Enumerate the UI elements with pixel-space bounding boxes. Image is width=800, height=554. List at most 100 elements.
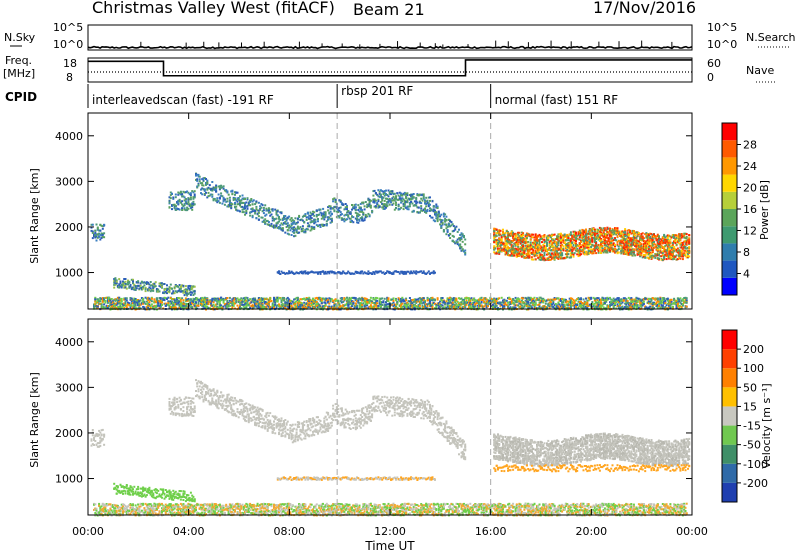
power-ground-cell	[299, 298, 302, 301]
power-ground-cell	[232, 304, 235, 307]
power-ground-cell	[312, 303, 314, 305]
power-ground-cell	[444, 306, 447, 309]
power-scatter-cell	[411, 195, 414, 198]
power-ground-cell	[459, 301, 462, 304]
power-ground-cell	[542, 305, 545, 308]
power-scatter-cell	[353, 206, 356, 209]
power-ground-cell	[635, 296, 638, 299]
power-trace-cell	[304, 270, 307, 273]
power-scatter-cell	[193, 203, 196, 206]
power-scatter-cell	[291, 230, 294, 233]
power-ground-cell	[486, 300, 489, 302]
power-scatter-cell	[95, 239, 98, 242]
power-ground-cell	[551, 305, 554, 308]
power-ground-cell	[591, 301, 594, 304]
power-ground-cell	[148, 303, 151, 306]
power-ground-cell	[366, 304, 369, 306]
power-scatter-cell	[377, 189, 380, 192]
power-ground-cell	[503, 298, 506, 301]
power-ground-cell	[479, 298, 482, 301]
power-ground-cell	[425, 306, 428, 309]
power-scatter-cell	[270, 208, 273, 211]
power-scatter-cell	[372, 190, 375, 193]
power-ground-cell	[449, 296, 452, 299]
power-scatter-cell	[369, 204, 372, 207]
power-ground-cell	[134, 298, 137, 300]
power-ground-cell	[354, 306, 357, 309]
power-ground-cell	[179, 301, 182, 304]
power-ground-cell	[276, 304, 279, 307]
power-ground-cell	[241, 303, 244, 306]
power-scatter-cell	[174, 196, 177, 199]
power-ground-cell	[678, 307, 681, 310]
power-ground-cell	[648, 306, 650, 309]
power-ground-cell	[675, 301, 678, 304]
power-scatter-cell	[245, 212, 248, 215]
power-ground-cell	[586, 305, 589, 308]
power-ground-cell	[361, 299, 364, 302]
power-ground-cell	[680, 299, 683, 302]
power-ground-cell	[196, 297, 199, 300]
power-scatter-cell	[398, 195, 401, 198]
cpid-segment-label: normal (fast) 151 RF	[495, 93, 619, 107]
power-ground-cell	[197, 298, 200, 301]
power-ground-cell	[524, 303, 527, 306]
power-ground-cell	[314, 297, 317, 300]
power-scatter-cell	[361, 210, 364, 213]
power-scatter-cell	[436, 205, 439, 208]
power-scatter-cell	[440, 225, 443, 228]
power-ground-cell	[335, 299, 338, 302]
power-scatter-cell	[324, 211, 327, 214]
power-ground-cell	[368, 305, 371, 308]
power-ground-cell	[239, 304, 241, 307]
power-ground-cell	[290, 304, 293, 307]
power-early-cell	[193, 292, 196, 295]
power-ground-cell	[669, 307, 672, 310]
power-scatter-cell	[432, 208, 435, 211]
power-ground-cell	[578, 301, 581, 303]
power-ground-cell	[518, 306, 521, 309]
power-ground-cell	[349, 301, 352, 304]
power-early-cell	[193, 290, 196, 293]
power-ground-cell	[532, 299, 535, 302]
power-scatter-cell	[417, 206, 420, 209]
power-ground-cell	[259, 306, 262, 309]
power-ground-cell	[378, 303, 381, 306]
power-scatter-cell	[237, 209, 240, 212]
power-scatter-cell	[420, 207, 423, 210]
power-ground-cell	[403, 304, 406, 306]
power-ground-cell	[554, 306, 557, 309]
power-ground-cell	[222, 305, 225, 308]
power-scatter-cell	[232, 197, 235, 200]
power-ground-cell	[114, 298, 117, 301]
power-ground-cell	[517, 304, 520, 307]
power-ground-cell	[557, 305, 560, 308]
power-scatter-cell	[395, 207, 397, 210]
power-ground-cell	[680, 302, 683, 305]
power-ground-cell	[573, 304, 576, 307]
power-scatter-cell	[250, 198, 253, 200]
power-scatter-cell	[319, 226, 322, 228]
power-ground-cell	[629, 298, 632, 301]
power-ground-cell	[120, 299, 123, 302]
power-ground-cell	[586, 307, 589, 310]
power-ground-cell	[605, 299, 608, 301]
power-scatter-cell	[244, 213, 246, 216]
power-ground-cell	[676, 297, 679, 300]
power-scatter-cell	[202, 184, 205, 187]
power-ground-cell	[600, 298, 603, 301]
power-ground-cell	[177, 299, 180, 302]
power-scatter-cell	[364, 201, 367, 203]
power-ground-cell	[650, 299, 653, 302]
power-ground-cell	[398, 304, 401, 307]
power-ground-cell	[273, 305, 275, 308]
power-scatter-cell	[314, 220, 317, 223]
power-ground-cell	[680, 305, 683, 308]
power-ground-cell	[449, 299, 452, 302]
power-scatter-cell	[290, 224, 293, 227]
power-scatter-cell	[385, 205, 387, 208]
power-scatter-cell	[312, 210, 314, 213]
power-ground-cell	[254, 304, 257, 307]
power-scatter-cell	[328, 216, 331, 219]
